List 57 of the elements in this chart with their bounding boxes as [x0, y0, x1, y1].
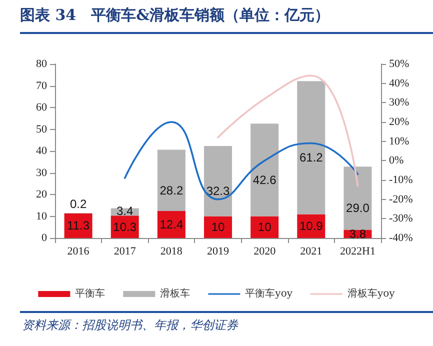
x-tick-label: 2021	[300, 246, 322, 258]
y2-tick-label: -40%	[389, 232, 413, 244]
y-tick-label: 70	[36, 80, 48, 92]
chart-title: 图表 34 平衡车&滑板车销额（单位：亿元）	[20, 6, 330, 25]
x-tick-label: 2019	[207, 246, 230, 258]
bar	[250, 216, 279, 238]
y2-tick-label: -10%	[389, 174, 413, 186]
y-tick-label: 30	[36, 166, 48, 179]
bar	[344, 166, 372, 230]
data-label: 3.8	[349, 226, 366, 241]
bar	[64, 213, 92, 238]
y2-tick-label: 10%	[389, 135, 410, 148]
x-tick-label: 2022H1	[340, 246, 376, 258]
data-label: 12.4	[160, 218, 184, 232]
x-tick-label: 2020	[254, 246, 276, 258]
legend-label: 滑板车	[160, 288, 190, 300]
y2-tick-label: 40%	[389, 77, 410, 90]
y-tick-label: 0	[42, 232, 48, 244]
line-series	[124, 121, 359, 200]
y-tick-label: 50	[36, 123, 48, 136]
y2-tick-label: -20%	[389, 193, 413, 206]
x-tick-label: 2017	[114, 246, 136, 258]
y2-tick-label: 50%	[389, 58, 410, 70]
bar	[157, 150, 186, 212]
y-tick-label: 20	[36, 188, 48, 200]
bar	[157, 211, 186, 238]
x-tick-label: 2018	[160, 246, 183, 258]
data-label: 10	[211, 220, 225, 234]
line-series	[217, 74, 359, 187]
y-tick-label: 60	[36, 102, 48, 114]
data-label: 10.9	[299, 219, 324, 234]
y2-tick-label: 0%	[389, 154, 404, 167]
data-label: 0.2	[70, 196, 87, 211]
y-tick-label: 10	[36, 210, 48, 222]
y2-tick-label: 20%	[389, 116, 410, 128]
legend-label: 滑板车yoy	[348, 288, 396, 300]
bar	[204, 216, 232, 238]
text: 资料来源：招股说明书、年报，华创证券	[22, 317, 238, 334]
data-label: 3.4	[116, 204, 134, 218]
y2-tick-label: 30%	[389, 96, 410, 109]
y-tick-label: 80	[36, 58, 48, 70]
data-label: 11.3	[67, 218, 90, 233]
legend-label: 平衡车yoy	[245, 288, 293, 300]
data-label: 28.2	[160, 183, 184, 198]
bar	[250, 124, 279, 216]
legend-label: 平衡车	[75, 288, 106, 300]
x-tick-label: 2016	[67, 246, 90, 258]
bar	[297, 81, 326, 214]
y2-tick-label: -30%	[389, 212, 413, 225]
data-label: 32.3	[206, 184, 230, 198]
bar	[204, 146, 232, 216]
y-tick-label: 40	[36, 145, 48, 157]
data-label: 10.3	[113, 220, 137, 234]
data-label: 42.6	[252, 172, 277, 187]
data-label: 61.2	[299, 150, 324, 165]
data-label: 29.0	[346, 201, 370, 216]
data-label: 10	[258, 220, 272, 234]
